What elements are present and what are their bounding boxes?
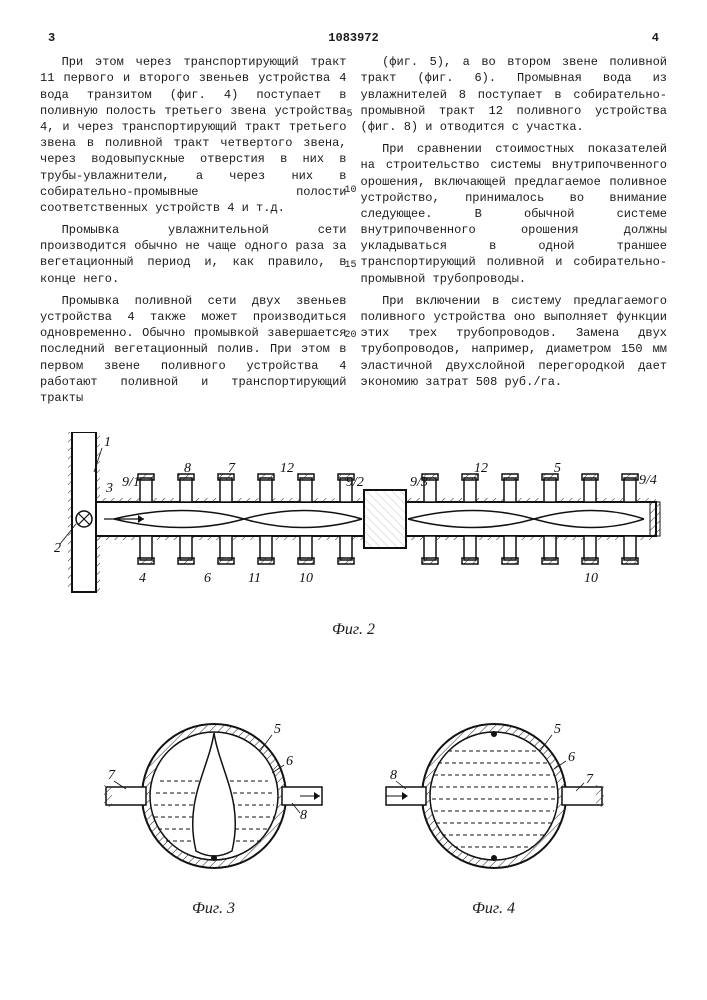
fig2-label-1: 1 [104,435,111,450]
fig2-label-4: 4 [139,571,146,586]
fig2-label-3: 3 [105,481,113,496]
fig2-label-6: 6 [204,571,211,586]
fig2-label-10b: 10 [584,571,598,586]
line-marker-20: 20 [345,329,357,343]
figure-2-caption: Фиг. 2 [40,619,667,641]
fig3-label-7: 7 [108,768,116,783]
figures-area: 1 2 3 9/1 8 7 12 9/2 9/3 12 5 9/4 4 6 11… [40,432,667,920]
page: 3 4 1083972 При этом через транспортирую… [0,0,707,1000]
paragraph: При сравнении стоимостных показателей на… [361,141,668,287]
fig2-label-8: 8 [184,461,191,476]
page-number-left: 3 [48,30,55,46]
fig2-label-12: 12 [280,461,294,476]
page-number-right: 4 [652,30,659,46]
line-marker-5: 5 [347,108,353,122]
paragraph: Промывка увлажнительной сети производитс… [40,222,347,287]
figure-3: 5 6 7 8 Фиг. 3 [104,701,324,920]
fig2-label-9-3: 9/3 [410,475,428,490]
fig2-label-9-2: 9/2 [346,475,364,490]
line-marker-10: 10 [345,184,357,198]
figure-2: 1 2 3 9/1 8 7 12 9/2 9/3 12 5 9/4 4 6 11… [40,432,667,641]
fig2-label-7: 7 [228,461,236,476]
figure-3-caption: Фиг. 3 [104,898,324,920]
document-number: 1083972 [328,30,378,46]
paragraph: При включении в систему предлагаемого по… [361,293,668,390]
fig2-label-9-1: 9/1 [122,475,140,490]
fig2-label-2: 2 [54,541,61,556]
paragraph: Промывка поливной сети двух звеньев устр… [40,293,347,406]
right-column: 5 10 15 20 (фиг. 5), а во втором звене п… [361,54,668,412]
paragraph: При этом через транспортирующий тракт 11… [40,54,347,216]
fig4-label-6: 6 [568,750,575,765]
fig3-label-6: 6 [286,754,293,769]
fig2-label-9-4: 9/4 [639,473,657,488]
figure-4: 5 6 7 8 Фиг. 4 [384,701,604,920]
fig2-label-5: 5 [554,461,561,476]
fig2-label-11: 11 [248,571,261,586]
fig3-label-8: 8 [300,808,307,823]
paragraph: (фиг. 5), а во втором звене поливной тра… [361,54,668,135]
figure-4-svg: 5 6 7 8 [384,701,604,891]
left-column: При этом через транспортирующий тракт 11… [40,54,347,412]
fig4-label-7: 7 [586,772,594,787]
fig2-label-12b: 12 [474,461,488,476]
line-marker-15: 15 [345,259,357,273]
fig2-label-10: 10 [299,571,313,586]
figure-3-svg: 5 6 7 8 [104,701,324,891]
figure-2-svg: 1 2 3 9/1 8 7 12 9/2 9/3 12 5 9/4 4 6 11… [44,432,664,612]
figure-4-caption: Фиг. 4 [384,898,604,920]
fig4-label-8: 8 [390,768,397,783]
fig3-label-5: 5 [274,722,281,737]
figure-row-3-4: 5 6 7 8 Фиг. 3 [40,701,667,920]
fig4-label-5: 5 [554,722,561,737]
text-columns: При этом через транспортирующий тракт 11… [40,54,667,412]
